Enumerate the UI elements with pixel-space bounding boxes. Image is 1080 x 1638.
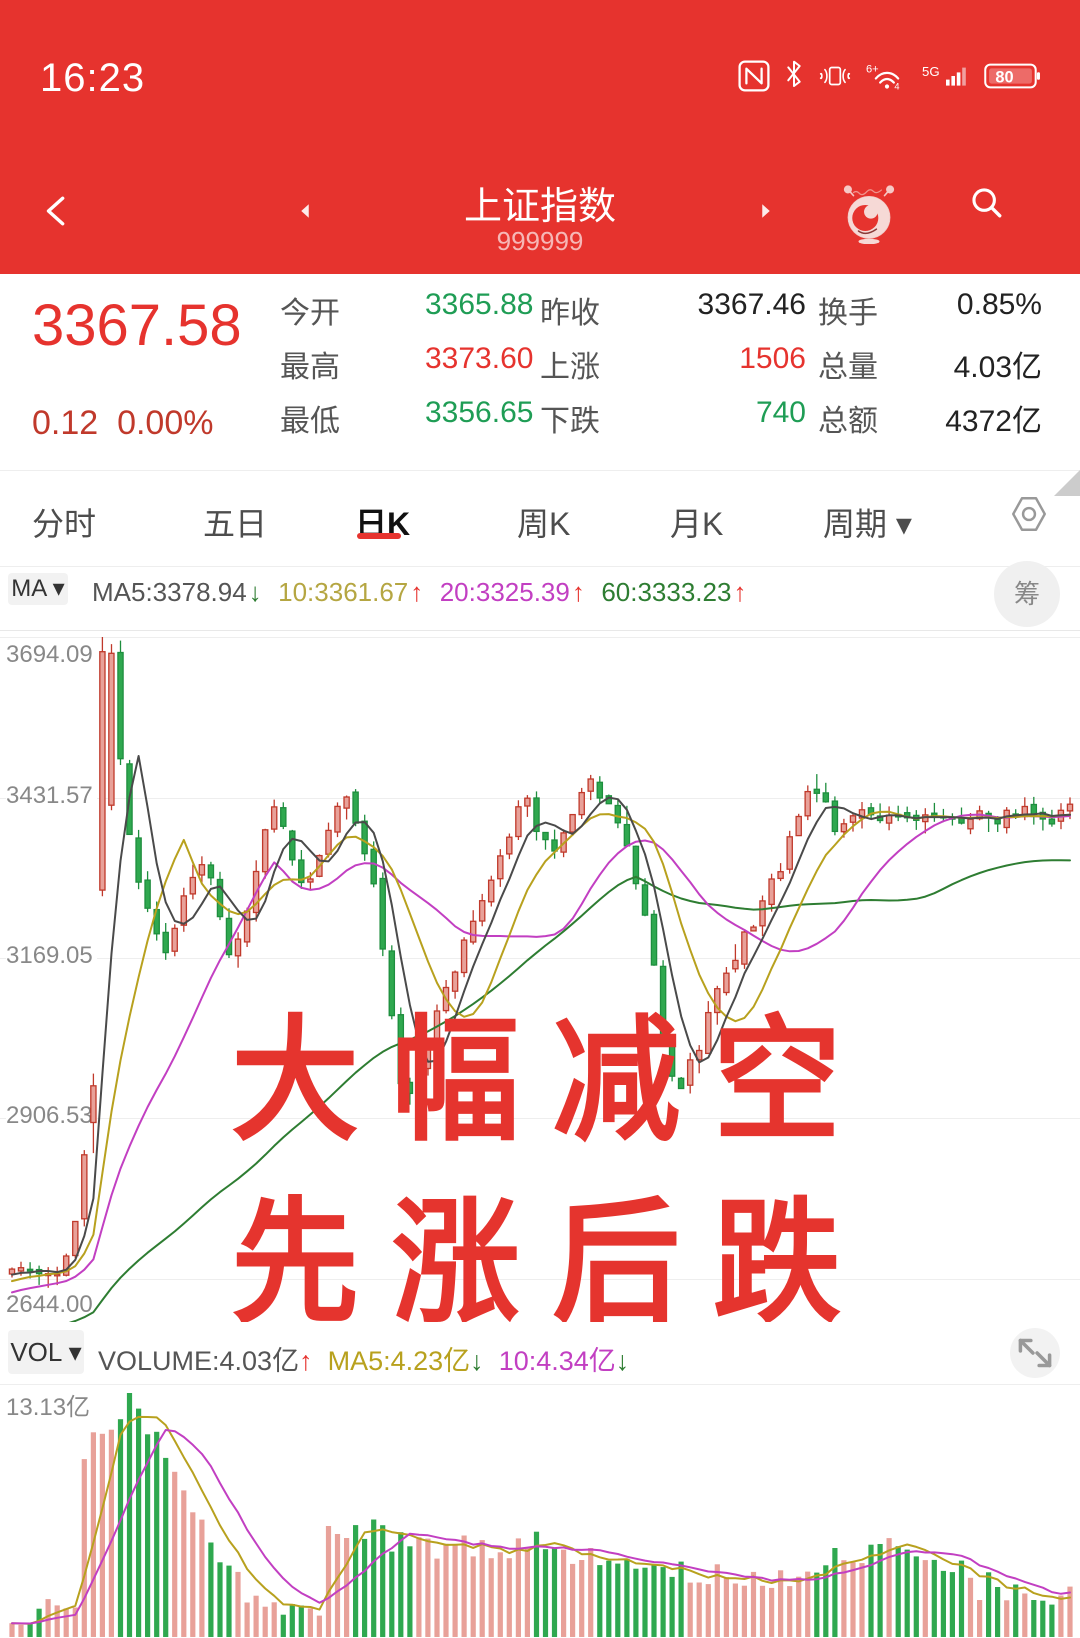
svg-text:6+: 6+ xyxy=(866,63,879,75)
svg-text:80: 80 xyxy=(995,68,1013,86)
svg-text:5G: 5G xyxy=(922,64,940,79)
svg-text:4: 4 xyxy=(894,82,899,92)
